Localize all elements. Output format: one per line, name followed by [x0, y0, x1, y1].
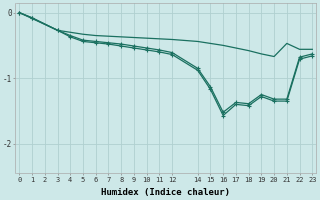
X-axis label: Humidex (Indice chaleur): Humidex (Indice chaleur): [101, 188, 230, 197]
